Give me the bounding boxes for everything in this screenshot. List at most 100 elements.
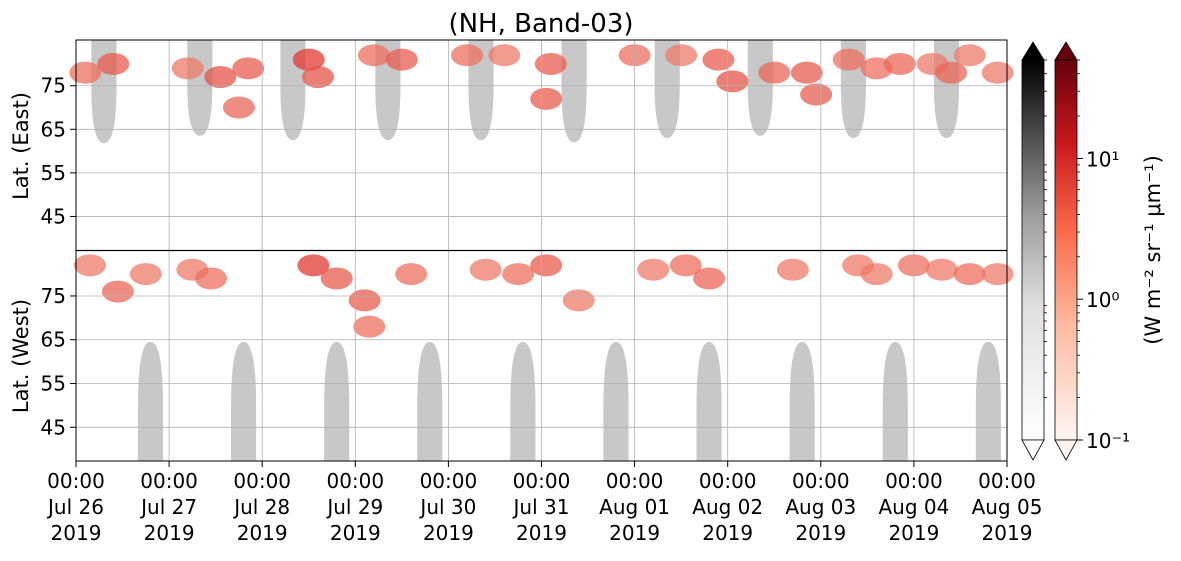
- x-tick-year-10: 2019: [982, 521, 1033, 545]
- x-tick-time-10: 00:00: [978, 469, 1036, 493]
- nightside-gap-east-4: [468, 40, 494, 141]
- x-tick-day-6: Aug 01: [599, 495, 670, 519]
- colorbar-greys: [1021, 41, 1045, 461]
- x-tick-time-1: 00:00: [140, 469, 198, 493]
- nightside-gap-west-7: [789, 341, 815, 461]
- emission-east-19: [790, 61, 823, 84]
- emission-cells: [69, 44, 1014, 338]
- colorbar-tick-label-1: 10⁰: [1086, 288, 1119, 312]
- emission-east-13: [530, 87, 563, 110]
- emission-west-11: [502, 263, 535, 286]
- emission-east-4: [222, 96, 255, 119]
- emission-west-16: [693, 267, 726, 290]
- emission-east-6: [292, 48, 325, 71]
- x-tick-day-10: Aug 05: [972, 495, 1043, 519]
- x-tick-year-1: 2019: [144, 521, 195, 545]
- y-tick-label-west-0: 75: [41, 284, 66, 308]
- colorbar-reds-extend-top: [1054, 41, 1078, 61]
- x-tick-day-2: Jul 28: [232, 495, 290, 519]
- x-tick-day-9: Aug 04: [878, 495, 949, 519]
- y-tick-label-east-3: 75: [41, 74, 66, 98]
- emission-east-15: [665, 44, 698, 67]
- nightside-gap-west-3: [417, 341, 443, 461]
- x-tick-day-7: Aug 02: [692, 495, 763, 519]
- y-tick-label-west-1: 65: [41, 328, 66, 352]
- emission-east-8: [357, 44, 390, 67]
- emission-west-23: [981, 263, 1014, 286]
- y-tick-label-east-1: 55: [41, 161, 66, 185]
- nightside-gap-west-9: [975, 341, 1001, 461]
- x-tick-year-8: 2019: [795, 521, 846, 545]
- emission-west-9: [395, 263, 428, 286]
- emission-east-20: [800, 83, 833, 106]
- emission-west-13: [562, 289, 595, 312]
- nightside-gap-west-6: [696, 341, 722, 461]
- y-tick-label-west-2: 55: [41, 372, 66, 396]
- emission-east-1: [97, 52, 130, 75]
- emission-west-5: [297, 254, 330, 277]
- x-tick-day-5: Jul 31: [512, 495, 570, 519]
- emission-west-4: [194, 267, 227, 290]
- emission-east-9: [385, 48, 418, 71]
- emission-east-27: [981, 61, 1014, 84]
- colorbar-reds-extend-bottom: [1054, 439, 1078, 461]
- emission-west-7: [348, 289, 381, 312]
- nightside-gap-west-8: [882, 341, 908, 461]
- emission-east-17: [716, 70, 749, 93]
- emission-west-10: [469, 258, 502, 281]
- x-tick-time-6: 00:00: [606, 469, 664, 493]
- emission-east-0: [69, 61, 102, 84]
- emission-west-15: [669, 254, 702, 277]
- x-tick-year-9: 2019: [888, 521, 939, 545]
- y-axis-label-west: Lat. (West): [9, 299, 33, 413]
- emission-east-7: [302, 66, 335, 89]
- emission-west-19: [860, 263, 893, 286]
- nightside-gap-west-5: [603, 341, 629, 461]
- nightside-gap-west-2: [324, 341, 350, 461]
- colorbar-greys-extend-top: [1021, 41, 1045, 61]
- chart-title: (NH, Band-03): [448, 9, 633, 39]
- emission-east-18: [758, 61, 791, 84]
- x-tick-year-0: 2019: [51, 521, 102, 545]
- colorbar-greys-bar: [1021, 59, 1045, 441]
- emission-east-12: [534, 52, 567, 75]
- colorbar-tick-label-0: 10⁻¹: [1086, 429, 1130, 453]
- x-tick-time-8: 00:00: [792, 469, 850, 493]
- nightside-gap-west-1: [231, 341, 257, 461]
- x-tick-year-3: 2019: [330, 521, 381, 545]
- emission-west-22: [953, 263, 986, 286]
- y-axis: 45 55 65 75 75 65 55 45: [41, 74, 76, 439]
- y-tick-label-west-3: 45: [41, 415, 66, 439]
- x-tick-time-4: 00:00: [420, 469, 478, 493]
- x-tick-year-7: 2019: [702, 521, 753, 545]
- x-tick-time-9: 00:00: [885, 469, 943, 493]
- x-tick-day-1: Jul 27: [139, 495, 197, 519]
- plot-area: [69, 39, 1014, 462]
- colorbar-tick-label-2: 10¹: [1086, 147, 1119, 171]
- x-tick-time-2: 00:00: [233, 469, 291, 493]
- emission-east-10: [451, 44, 484, 67]
- x-tick-time-7: 00:00: [699, 469, 757, 493]
- x-tick-year-6: 2019: [609, 521, 660, 545]
- emission-east-11: [488, 44, 521, 67]
- y-tick-label-east-0: 45: [41, 204, 66, 228]
- nightside-gap-east-1: [187, 40, 213, 136]
- x-tick-day-4: Jul 30: [418, 495, 476, 519]
- emission-east-3: [204, 66, 237, 89]
- x-tick-year-5: 2019: [516, 521, 567, 545]
- emission-west-17: [776, 258, 809, 281]
- x-tick-day-3: Jul 29: [325, 495, 383, 519]
- x-tick-year-4: 2019: [423, 521, 474, 545]
- colorbar-label: (W m⁻² sr⁻¹ μm⁻¹): [1141, 155, 1165, 345]
- x-tick-time-3: 00:00: [326, 469, 384, 493]
- emission-east-5: [232, 57, 265, 80]
- nightside-gap-east-5: [561, 40, 587, 143]
- x-tick-day-8: Aug 03: [785, 495, 856, 519]
- colorbar-greys-extend-bottom: [1021, 439, 1045, 461]
- emission-west-2: [129, 263, 162, 286]
- emission-west-14: [637, 258, 670, 281]
- emission-west-1: [101, 280, 134, 303]
- nightside-gap-west-0: [137, 341, 164, 461]
